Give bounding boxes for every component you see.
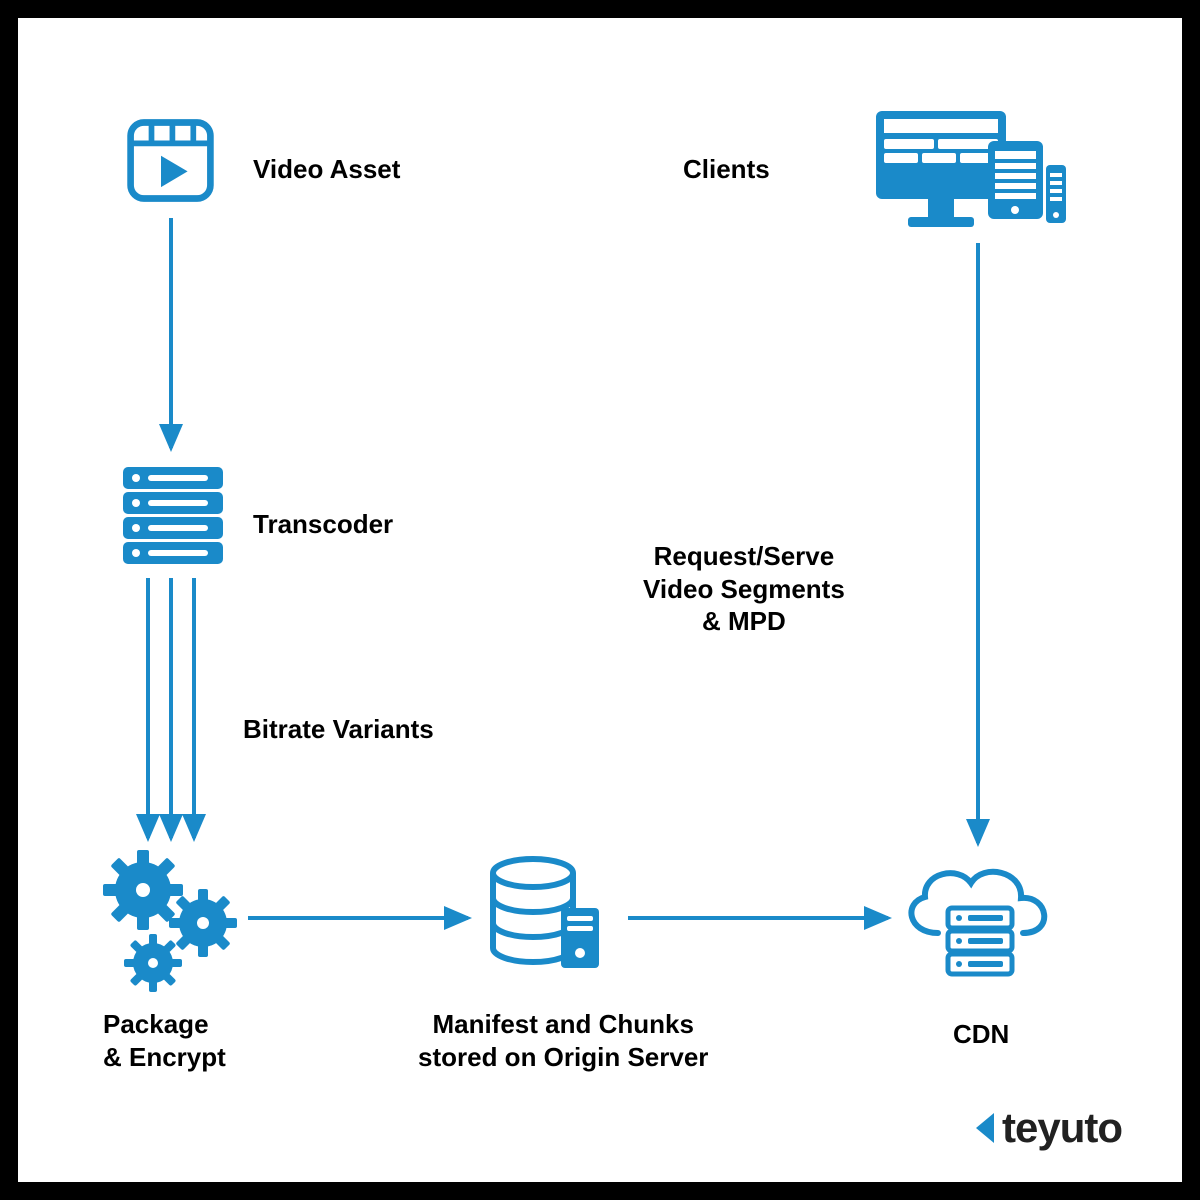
logo-text: teyuto (1002, 1104, 1122, 1152)
logo-chevron-icon (972, 1111, 996, 1145)
package-encrypt-icon (98, 848, 248, 1003)
request-serve-label: Request/Serve Video Segments & MPD (643, 540, 845, 638)
transcoder-icon (118, 463, 228, 573)
brand-logo: teyuto (972, 1104, 1122, 1152)
origin-label: Manifest and Chunks stored on Origin Ser… (418, 1008, 708, 1073)
video-asset-icon (123, 113, 218, 213)
clients-label: Clients (683, 153, 770, 186)
package-encrypt-label: Package & Encrypt (103, 1008, 226, 1073)
bitrate-variants-label: Bitrate Variants (243, 713, 434, 746)
transcoder-label: Transcoder (253, 508, 393, 541)
cdn-icon (893, 853, 1063, 988)
origin-server-icon (483, 853, 613, 983)
video-asset-label: Video Asset (253, 153, 400, 186)
diagram-canvas: Video Asset Transcoder Bitrate Variants (18, 18, 1182, 1182)
cdn-label: CDN (953, 1018, 1009, 1051)
clients-icon (868, 103, 1068, 248)
